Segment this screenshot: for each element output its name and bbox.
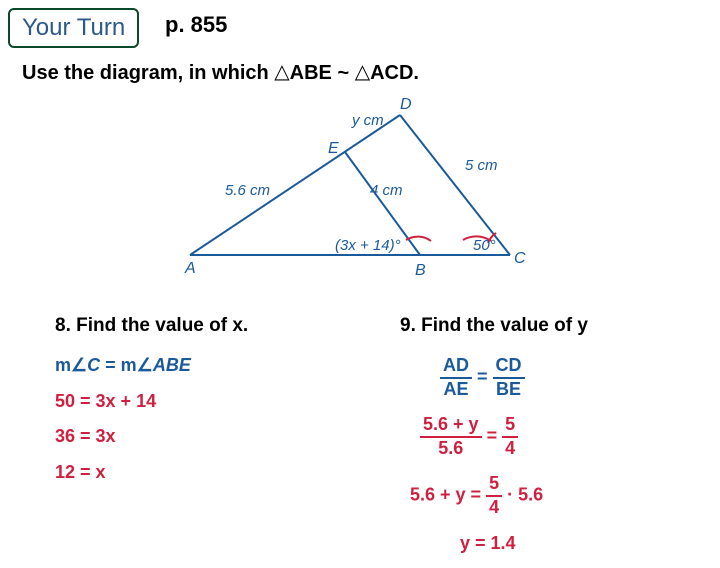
point-a: A [184, 260, 196, 277]
q9-title: 9. Find the value of y [400, 315, 700, 337]
question-8: 8. Find the value of x. m∠C = m∠ABE 50 =… [55, 315, 355, 497]
label-angle-b: (3x + 14)° [335, 237, 401, 254]
q8-step-2: 50 = 3x + 14 [55, 391, 355, 413]
triangle-diagram: A B C D E y cm 5.6 cm 4 cm 5 cm (3x + 14… [170, 95, 550, 295]
point-c: C [514, 250, 526, 267]
point-b: B [415, 262, 426, 279]
label-be: 4 cm [370, 182, 403, 199]
q8-step-3: 36 = 3x [55, 426, 355, 448]
q8-step-1: m∠C = m∠ABE [55, 355, 355, 377]
q9-step-1: ADAE = CDBE [440, 355, 700, 400]
point-e: E [328, 140, 339, 157]
triangle-1: ABE [290, 62, 332, 84]
instruction-text: Use the diagram, in which △ABE ~ △ACD. [22, 60, 419, 85]
q9-step-2: 5.6 + y5.6 = 54 [420, 414, 700, 459]
triangle-2: ACD. [370, 62, 419, 84]
similar-symbol: ~ [332, 62, 355, 84]
q8-step-4: 12 = x [55, 462, 355, 484]
triangle-icon: △ [355, 59, 370, 84]
your-turn-badge: Your Turn [8, 8, 139, 48]
label-angle-c: 50° [473, 237, 496, 254]
point-d: D [400, 96, 412, 113]
triangle-icon: △ [274, 59, 289, 84]
label-ae: 5.6 cm [225, 182, 270, 199]
q9-step-3: 5.6 + y = 54 · 5.6 [410, 473, 700, 518]
q9-step-4: y = 1.4 [460, 533, 700, 555]
page-reference: p. 855 [165, 12, 227, 38]
label-y: y cm [351, 112, 384, 129]
label-cd: 5 cm [465, 157, 498, 174]
instruction-prefix: Use the diagram, in which [22, 62, 274, 84]
question-9: 9. Find the value of y ADAE = CDBE 5.6 +… [400, 315, 700, 568]
q8-title: 8. Find the value of x. [55, 315, 355, 337]
